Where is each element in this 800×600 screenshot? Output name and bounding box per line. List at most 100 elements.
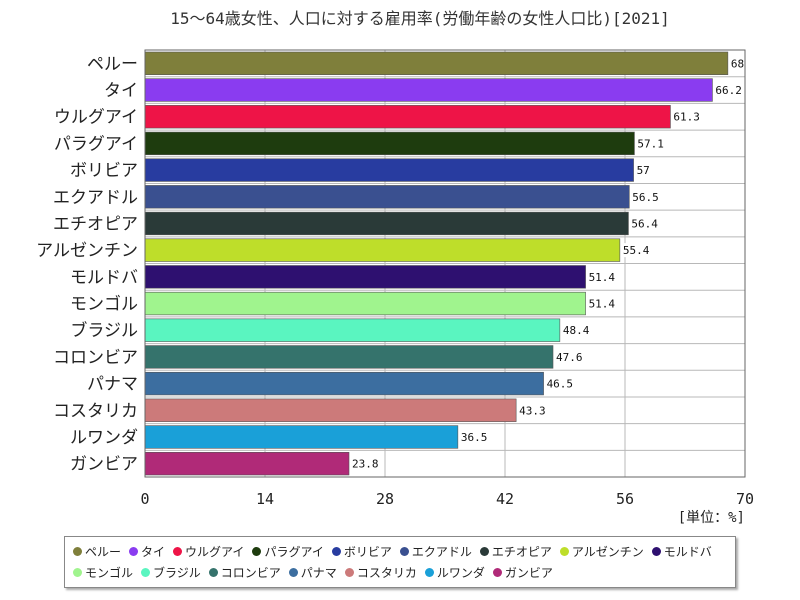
value-label-bg (620, 243, 653, 258)
legend-item: コスタリカ (344, 564, 417, 581)
value-label-bg (629, 216, 662, 231)
legend-item: ペルー (73, 543, 121, 560)
legend-swatch (492, 568, 502, 577)
legend-label: コロンビア (220, 566, 281, 580)
bar (144, 185, 630, 209)
x-tick-label: 28 (376, 490, 394, 508)
x-tick-label: 0 (140, 490, 149, 508)
legend-label: モンゴル (85, 566, 134, 580)
category-label: ルワンダ (70, 428, 138, 448)
legend-label: エクアドル (411, 545, 472, 559)
x-tick-label: 70 (736, 490, 754, 508)
legend-item: アルゼンチン (559, 543, 644, 560)
grid-layer (145, 50, 745, 477)
bar (144, 318, 561, 342)
bar (144, 78, 713, 102)
legend-label: エチオピア (491, 545, 552, 559)
value-label: 36.5 (461, 431, 488, 444)
legend-label: コスタリカ (356, 566, 417, 580)
legend: ペルー タイ ウルグアイ パラグアイ ボリビア エクアドル エチオピア アルゼンチン モルドバモ… (64, 536, 736, 588)
legend-label: タイ (141, 545, 166, 559)
value-label: 48.4 (563, 324, 590, 337)
unit-label: [単位：%] (678, 510, 745, 526)
value-label-bg (350, 456, 382, 471)
value-label-bg (635, 136, 668, 151)
bar (144, 345, 554, 369)
value-label-bg (671, 109, 704, 124)
category-label: ボリビア (70, 161, 138, 181)
legend-swatch (344, 568, 354, 577)
value-label: 61.3 (673, 111, 700, 124)
legend-swatch (252, 547, 262, 556)
value-label-bg (586, 269, 619, 284)
legend-swatch (651, 547, 661, 556)
legend-label: モルドバ (663, 545, 712, 559)
legend-label: パナマ (300, 566, 337, 580)
value-label: 57.1 (637, 137, 664, 150)
value-label-bg (586, 296, 619, 311)
legend-label: アルゼンチン (571, 545, 644, 559)
legend-swatch (173, 547, 183, 556)
value-label: 68 (731, 57, 744, 70)
legend-swatch (331, 547, 341, 556)
plot-frame (144, 49, 746, 478)
bar (144, 238, 621, 262)
category-label: パラグアイ (54, 134, 138, 154)
value-label: 23.8 (352, 458, 379, 471)
legend-label: ペルー (85, 545, 122, 559)
legend-item: モンゴル (73, 564, 133, 581)
bar (144, 51, 729, 75)
legend-item: ガンビア (492, 564, 553, 581)
value-label-bg (544, 376, 577, 391)
legend-swatch (208, 568, 218, 577)
legend-item: パナマ (288, 564, 337, 581)
category-label: ペルー (87, 54, 138, 74)
bar (144, 211, 629, 236)
value-label-bg (458, 429, 491, 444)
bar (144, 398, 517, 422)
bar (144, 131, 635, 156)
value-label-bg (517, 403, 550, 418)
legend-label: パラグアイ (264, 545, 324, 559)
legend-swatch (73, 568, 82, 577)
legend-item: エクアドル (399, 543, 472, 560)
legend-swatch (399, 547, 409, 556)
legend-item: タイ (129, 543, 165, 560)
value-label: 43.3 (519, 404, 546, 417)
value-label: 57 (637, 164, 650, 177)
legend-swatch (559, 547, 569, 556)
value-label-bg (713, 83, 746, 98)
legend-item: パラグアイ (252, 543, 324, 560)
value-label-bg (728, 56, 747, 71)
bar (144, 105, 671, 129)
category-label: コスタリカ (53, 401, 138, 421)
bar (144, 371, 544, 396)
chart-title: 15～64歳女性、人口に対する雇用率(労働年齢の女性人口比)[2021] (170, 9, 670, 28)
legend-label: ガンビア (504, 566, 553, 580)
value-label: 51.4 (589, 298, 616, 311)
legend-item: ウルグアイ (173, 543, 244, 560)
category-label: タイ (104, 81, 138, 101)
value-label: 51.4 (589, 271, 616, 284)
legend-swatch (73, 547, 82, 556)
bar-layer (144, 51, 729, 476)
value-label-bg (634, 163, 653, 178)
value-label: 47.6 (556, 351, 583, 364)
category-label: アルゼンチン (36, 241, 138, 261)
category-label: パナマ (87, 375, 138, 395)
category-label: ブラジル (70, 320, 138, 341)
bar (144, 291, 586, 316)
x-tick-label: 14 (256, 490, 274, 508)
category-label: モルドバ (70, 268, 138, 288)
value-label-bg (630, 189, 663, 204)
x-tick-label: 56 (616, 490, 634, 508)
category-label: ガンビア (70, 455, 138, 475)
bar (144, 452, 350, 476)
legend-item: ルワンダ (424, 564, 485, 581)
category-label: エチオピア (53, 214, 138, 234)
category-label: コロンビア (53, 348, 138, 368)
value-label-bg (554, 349, 586, 364)
legend-item: エチオピア (479, 543, 552, 560)
legend-label: ルワンダ (436, 566, 485, 580)
legend-swatch (288, 568, 298, 577)
